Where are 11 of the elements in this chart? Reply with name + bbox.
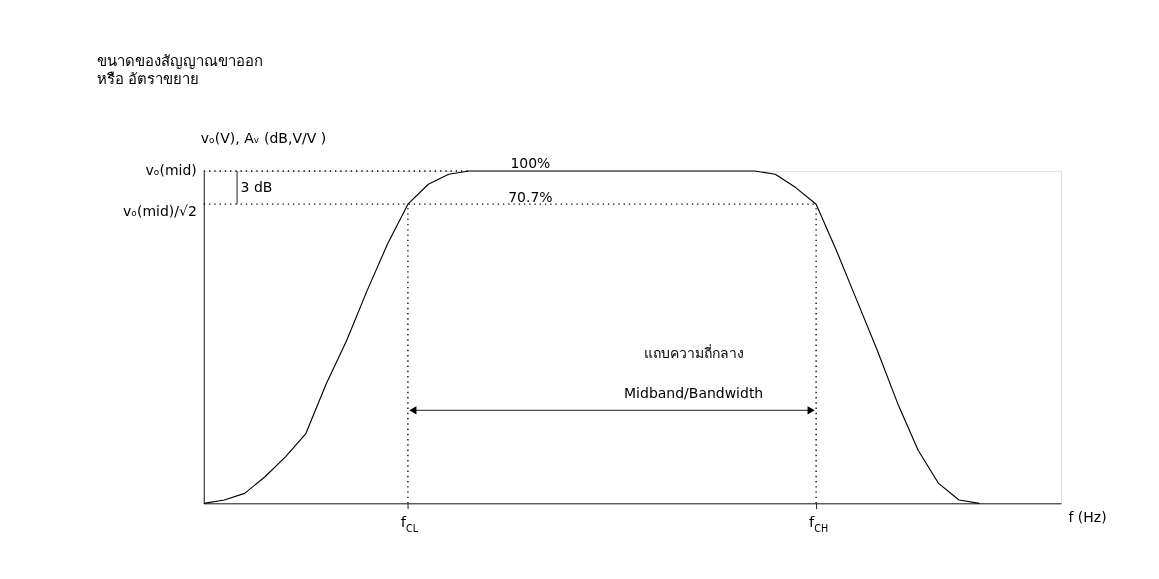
chart-title: ขนาดของสัญญาณขาออก xyxy=(96,52,263,71)
annotation: Midband/Bandwidth xyxy=(624,384,764,401)
annotation: 100% xyxy=(510,155,551,172)
annotation: 70.7% xyxy=(508,188,553,205)
text: vₒ(mid)/√2 xyxy=(122,202,197,219)
annotation: 3 dB xyxy=(240,178,273,195)
x-axis-title: f (Hz) xyxy=(1068,509,1107,526)
chart-subtitle: หรือ อัตราขยาย xyxy=(96,69,200,88)
text: vₒ(mid) xyxy=(145,162,197,179)
annotation: แถบความถี่กลาง xyxy=(643,344,744,362)
y-axis-title: vₒ(V), Aᵥ (dB,V/V ) xyxy=(200,129,327,146)
